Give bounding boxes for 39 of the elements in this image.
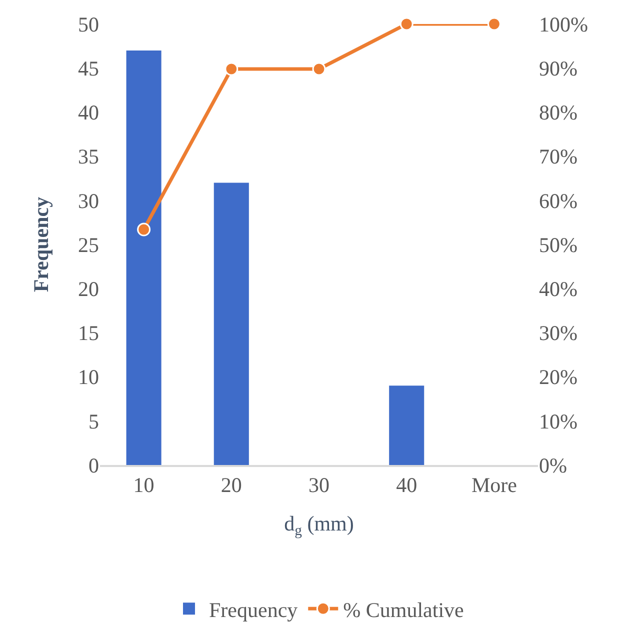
y-tick-label: 20 <box>78 276 99 301</box>
y2-tick-label: 70% <box>539 144 578 169</box>
x-tick-label: More <box>471 472 517 497</box>
point <box>487 17 501 31</box>
y-tick-label: 40 <box>78 100 99 125</box>
y-tick-label: 10 <box>78 365 99 390</box>
y-tick-label: 5 <box>88 409 99 434</box>
y2-tick-label: 40% <box>539 276 578 301</box>
x-tick-label: 40 <box>396 472 418 497</box>
bar <box>214 182 249 465</box>
y-tick-label: 50 <box>78 12 99 36</box>
y2-tick-label: 30% <box>539 321 578 346</box>
bar <box>389 386 424 465</box>
x-tick-label: 30 <box>308 472 330 497</box>
y2-tick-label: 90% <box>539 56 578 80</box>
legend-label: Frequency <box>209 598 298 622</box>
y-tick-label: 0 <box>88 453 99 478</box>
point <box>312 62 326 76</box>
y-tick-label: 45 <box>78 56 99 80</box>
point <box>400 17 414 31</box>
y-tick-label: 15 <box>78 321 99 346</box>
y2-tick-label: 10% <box>539 409 578 434</box>
y-axis-title: Frequency <box>29 196 53 292</box>
bar <box>126 50 162 465</box>
point <box>137 222 151 236</box>
y-tick-label: 35 <box>78 144 99 169</box>
y2-tick-label: 80% <box>539 100 578 125</box>
x-tick-label: 10 <box>133 472 154 497</box>
y2-tick-label: 0% <box>539 453 567 478</box>
y-tick-label: 25 <box>78 232 99 257</box>
legend-label: % Cumulative <box>343 598 464 622</box>
y2-tick-label: 100% <box>539 12 588 36</box>
x-axis-title: d$_{g}$ (mm) <box>284 512 354 540</box>
x-tick-label: 20 <box>220 472 242 497</box>
y-tick-label: 30 <box>78 188 99 213</box>
y2-tick-label: 50% <box>539 232 578 257</box>
y2-tick-label: 60% <box>539 188 578 213</box>
point <box>224 62 238 76</box>
y2-tick-label: 20% <box>539 365 578 390</box>
